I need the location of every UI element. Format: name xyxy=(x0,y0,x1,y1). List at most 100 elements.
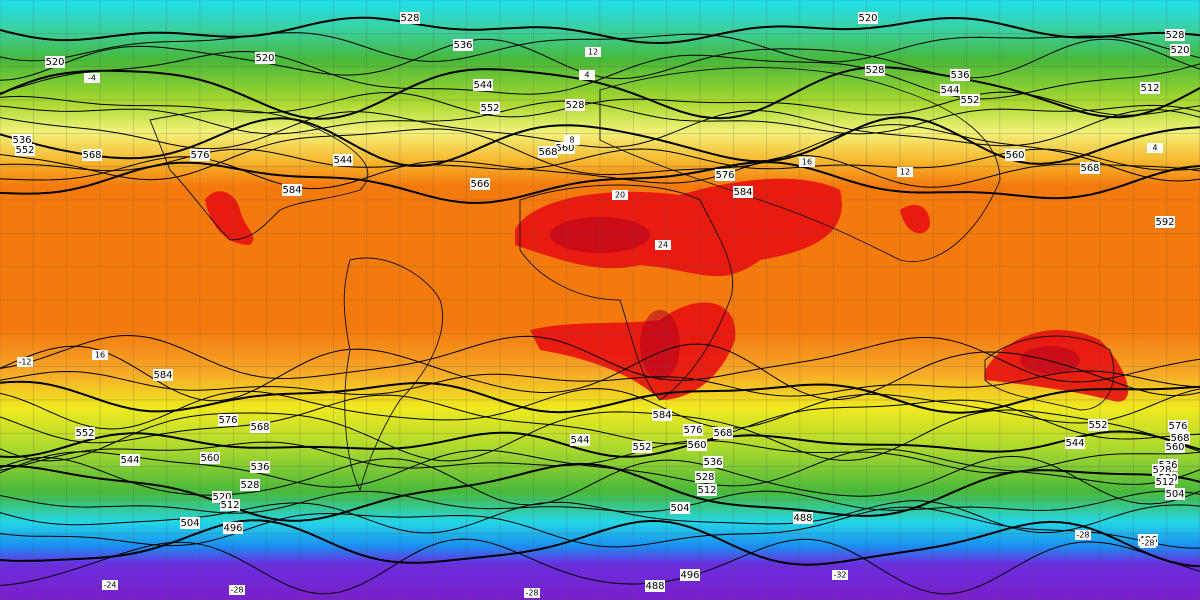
height-label: 552 xyxy=(960,95,979,106)
contour-line xyxy=(0,388,1200,430)
contour-line xyxy=(0,439,1200,474)
label-box xyxy=(218,414,238,426)
height-label: 536 xyxy=(250,462,269,473)
height-label: 520 xyxy=(45,57,64,68)
height-label: 496 xyxy=(223,523,242,534)
temperature-label: -24 xyxy=(103,581,116,590)
height-label: 496 xyxy=(680,570,699,581)
contour-line xyxy=(0,370,1200,397)
label-box xyxy=(960,94,980,106)
temperature-label: -28 xyxy=(525,589,538,598)
label-box xyxy=(17,357,33,367)
contour-line xyxy=(0,430,1200,459)
label-box xyxy=(652,409,672,421)
label-box xyxy=(1140,82,1160,94)
label-box xyxy=(897,167,913,177)
height-label: 568 xyxy=(1170,433,1189,444)
height-label: 512 xyxy=(1155,477,1174,488)
height-label: 528 xyxy=(1152,465,1171,476)
temperature-label: -28 xyxy=(230,586,243,595)
label-box xyxy=(1147,143,1163,153)
temperature-label: 20 xyxy=(615,191,625,200)
height-label: 512 xyxy=(697,485,716,496)
temperature-label-group: 12 4 -4 -12 16 20 24 16 12 -28 -24 -28 -28 -32 -28 8 4 xyxy=(17,47,1163,598)
height-label: 544 xyxy=(120,455,139,466)
label-box xyxy=(190,149,210,161)
label-box xyxy=(715,169,735,181)
height-label: 528 xyxy=(400,13,419,24)
label-box xyxy=(799,157,815,167)
label-box xyxy=(733,186,753,198)
label-box xyxy=(250,461,270,473)
label-box xyxy=(229,585,245,595)
height-label: 552 xyxy=(15,145,34,156)
temperature-label: 16 xyxy=(95,351,105,360)
height-label: 520 xyxy=(255,53,274,64)
label-box xyxy=(655,240,671,250)
temperature-label: 8 xyxy=(569,136,574,145)
contour-line xyxy=(0,109,1200,150)
label-box xyxy=(564,135,580,145)
height-label: 560 xyxy=(1005,150,1024,161)
contour-line xyxy=(0,334,1200,383)
label-box xyxy=(1005,149,1025,161)
label-box xyxy=(1165,441,1185,453)
label-box xyxy=(92,350,108,360)
height-label: 528 xyxy=(695,472,714,483)
height-label: 560 xyxy=(555,143,574,154)
label-box xyxy=(12,134,32,146)
height-label: 544 xyxy=(570,435,589,446)
height-label: 528 xyxy=(240,480,259,491)
height-label: 536 xyxy=(453,40,472,51)
label-box xyxy=(565,99,585,111)
label-box xyxy=(538,146,558,158)
label-box xyxy=(683,424,703,436)
temperature-label: -28 xyxy=(1076,531,1089,540)
height-label: 536 xyxy=(703,457,722,468)
height-label: 552 xyxy=(632,442,651,453)
label-box xyxy=(282,184,302,196)
label-box xyxy=(645,580,665,592)
temperature-label: 4 xyxy=(1152,144,1157,153)
label-box xyxy=(579,70,595,80)
label-box xyxy=(255,52,275,64)
height-label: 544 xyxy=(333,155,352,166)
label-box xyxy=(793,512,813,524)
label-box xyxy=(612,190,628,200)
height-label: 552 xyxy=(480,103,499,114)
label-box xyxy=(697,484,717,496)
label-box xyxy=(524,588,540,598)
height-label: 552 xyxy=(1088,420,1107,431)
height-label: 568 xyxy=(713,428,732,439)
contour-line xyxy=(0,490,1200,514)
height-label: 584 xyxy=(733,187,752,198)
height-label: 504 xyxy=(670,503,689,514)
label-box xyxy=(473,79,493,91)
height-label: 528 xyxy=(1165,30,1184,41)
label-box xyxy=(102,580,118,590)
label-box xyxy=(1065,437,1085,449)
label-box xyxy=(120,454,140,466)
contour-line xyxy=(0,16,1200,45)
contour-line xyxy=(0,66,1200,120)
label-box xyxy=(1170,44,1190,56)
height-label: 576 xyxy=(1168,421,1187,432)
label-box xyxy=(470,178,490,190)
height-label: 576 xyxy=(715,170,734,181)
label-box xyxy=(858,12,878,24)
label-box xyxy=(45,56,65,68)
temperature-label: -12 xyxy=(18,358,31,367)
height-label: 576 xyxy=(190,150,209,161)
height-label: 592 xyxy=(1155,217,1174,228)
height-label: 576 xyxy=(218,415,237,426)
label-box xyxy=(1075,530,1091,540)
temperature-label: -32 xyxy=(833,571,846,580)
contour-line xyxy=(0,32,1200,63)
height-label: 512 xyxy=(220,500,239,511)
label-box xyxy=(240,479,260,491)
temperature-label: 24 xyxy=(658,241,668,250)
label-box xyxy=(632,441,652,453)
label-box xyxy=(75,427,95,439)
height-label: 560 xyxy=(200,453,219,464)
